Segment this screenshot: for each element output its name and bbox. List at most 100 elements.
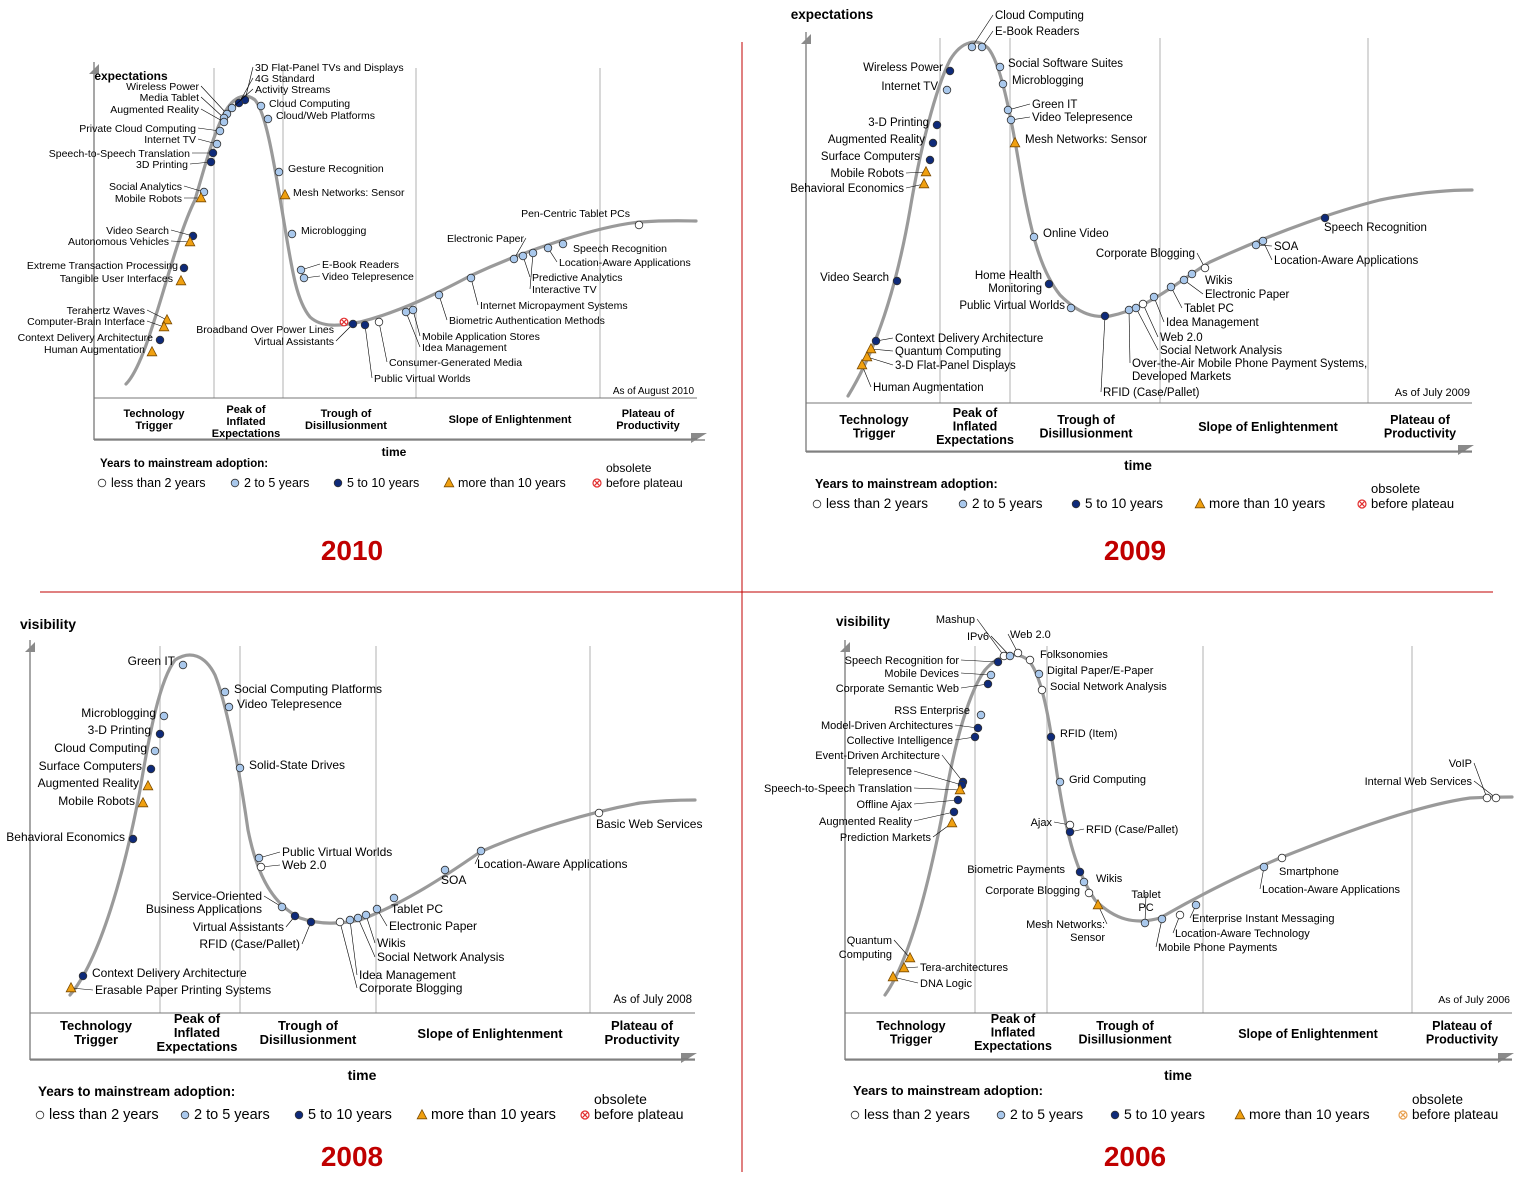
technology-item[interactable]: Mobile Application Stores: [408, 305, 540, 343]
technology-item[interactable]: SOA: [440, 865, 466, 887]
technology-item[interactable]: Internal Web Services: [1365, 776, 1501, 803]
technology-item[interactable]: Location-Aware Applications: [474, 846, 628, 871]
technology-item[interactable]: Gesture Recognition: [274, 163, 384, 177]
technology-item[interactable]: Speech Recognition: [558, 239, 667, 255]
technology-item[interactable]: Collective Intelligence: [847, 732, 980, 747]
technology-item[interactable]: Social Computing Platforms: [220, 682, 382, 697]
technology-item[interactable]: Online Video: [1029, 228, 1109, 242]
technology-item[interactable]: 3-D Flat-Panel Displays: [861, 350, 1016, 372]
technology-item[interactable]: Tangible User Interfaces: [60, 273, 187, 286]
technology-item[interactable]: Green IT: [1003, 99, 1077, 115]
technology-item[interactable]: Mobile Devices: [884, 668, 996, 680]
technology-item[interactable]: 3-D Printing: [88, 723, 165, 739]
technology-item[interactable]: Prediction Markets: [840, 816, 958, 844]
technology-item[interactable]: Corporate Blogging: [335, 917, 462, 995]
technology-item[interactable]: Tera-architectures: [898, 961, 1009, 974]
technology-item[interactable]: 3-D Printing: [868, 117, 942, 130]
technology-item[interactable]: Tablet PC: [1166, 282, 1234, 315]
technology-item[interactable]: Biometric Authentication Methods: [434, 290, 605, 327]
technology-item[interactable]: Private Cloud Computing: [79, 123, 225, 136]
technology-item[interactable]: E-Book Readers: [977, 26, 1080, 52]
technology-item[interactable]: Public Virtual Worlds: [959, 300, 1076, 313]
technology-item[interactable]: RSS Enterprise: [894, 705, 986, 720]
technology-item[interactable]: Broadband Over Power Lines: [196, 317, 349, 336]
technology-item[interactable]: Corporate Blogging: [1096, 248, 1210, 273]
technology-item[interactable]: Microblogging: [998, 75, 1084, 89]
technology-item[interactable]: Over-the-Air Mobile Phone Payment System…: [1124, 305, 1367, 370]
technology-item[interactable]: Video Search: [106, 225, 198, 241]
technology-item[interactable]: Basic Web Services: [594, 808, 702, 831]
technology-item[interactable]: Enterprise Instant Messaging: [1189, 900, 1334, 925]
technology-item[interactable]: Speech-to-Speech Translation: [49, 148, 218, 160]
technology-item[interactable]: Interactive TV: [528, 248, 597, 296]
technology-item[interactable]: RFID (Case/Pallet): [1065, 824, 1178, 837]
technology-item[interactable]: Surface Computers: [39, 759, 156, 774]
technology-item[interactable]: Digital Paper/E-Paper: [1034, 665, 1154, 679]
technology-item[interactable]: Mobile Phone Payments: [1155, 914, 1278, 954]
technology-item[interactable]: Wikis: [361, 910, 406, 950]
technology-item[interactable]: Context Delivery Architecture: [78, 966, 247, 981]
technology-item[interactable]: Augmented Reality: [819, 807, 959, 828]
technology-item[interactable]: Mesh Networks:: [1026, 898, 1108, 931]
technology-item[interactable]: Erasable Paper Printing Systems: [65, 981, 271, 997]
technology-item[interactable]: Location-Aware Applications: [543, 243, 691, 269]
technology-item[interactable]: Augmented Reality: [110, 104, 229, 127]
technology-item[interactable]: 3D Printing: [136, 157, 216, 171]
technology-item[interactable]: VoIP: [1449, 758, 1492, 803]
technology-item[interactable]: Offline Ajax: [857, 795, 963, 811]
technology-item[interactable]: Video Telepresence: [1006, 112, 1133, 125]
technology-item[interactable]: Biometric Payments: [967, 864, 1085, 877]
technology-item[interactable]: Terahertz Waves: [67, 305, 173, 325]
technology-item[interactable]: Cloud/Web Platforms: [263, 110, 375, 124]
technology-item[interactable]: E-Book Readers: [296, 259, 399, 275]
technology-item[interactable]: Video Telepresence: [299, 271, 414, 283]
technology-item[interactable]: Behavioral Economics: [6, 830, 138, 844]
technology-item[interactable]: Wikis: [1079, 873, 1123, 887]
technology-item[interactable]: Microblogging: [81, 706, 169, 721]
technology-item[interactable]: Service-Oriented: [172, 889, 287, 912]
technology-item[interactable]: Video Search: [820, 272, 902, 286]
technology-item[interactable]: Tablet PC: [389, 893, 443, 916]
technology-item[interactable]: Mobile Robots: [115, 191, 207, 205]
technology-item[interactable]: Quantum: [847, 935, 916, 963]
technology-item[interactable]: RFID (Case/Pallet): [1100, 311, 1200, 399]
technology-item[interactable]: Virtual Assistants: [254, 319, 358, 348]
technology-item[interactable]: Computer-Brain Interface: [27, 316, 170, 332]
technology-item[interactable]: Wireless Power: [863, 62, 955, 76]
technology-item[interactable]: Context Delivery Architecture: [18, 332, 165, 345]
technology-item[interactable]: Surface Computers: [821, 151, 935, 165]
technology-item[interactable]: Smartphone: [1277, 853, 1339, 878]
technology-item[interactable]: Location-Aware Applications: [1259, 862, 1400, 896]
technology-item[interactable]: Internet TV: [144, 134, 222, 149]
technology-item[interactable]: Augmented Reality: [828, 134, 938, 148]
technology-item[interactable]: Mesh Networks: Sensor: [279, 187, 405, 200]
technology-item[interactable]: 4G Standard: [234, 73, 315, 108]
technology-item[interactable]: Behavioral Economics: [790, 177, 930, 195]
technology-item[interactable]: Extreme Transaction Processing: [27, 260, 189, 273]
technology-item[interactable]: Ajax: [1031, 817, 1075, 830]
technology-item[interactable]: Social Network Analysis: [353, 913, 504, 964]
technology-item[interactable]: Wikis: [1187, 269, 1233, 287]
technology-item[interactable]: Human Augmentation: [44, 344, 158, 357]
technology-item[interactable]: Green IT: [128, 654, 188, 670]
technology-item[interactable]: Speech Recognition for: [845, 655, 1003, 667]
technology-item[interactable]: Web 2.0: [256, 858, 327, 872]
technology-item[interactable]: Predictive Analytics: [518, 251, 622, 284]
technology-item[interactable]: Location-Aware Technology: [1172, 910, 1310, 940]
technology-item[interactable]: Location-Aware Applications: [1258, 236, 1419, 267]
technology-item[interactable]: Mobile Robots: [830, 165, 932, 180]
technology-item[interactable]: Activity Streams: [227, 84, 330, 113]
technology-item[interactable]: Virtual Assistants: [193, 911, 300, 934]
technology-item[interactable]: Mesh Networks: Sensor: [1009, 134, 1147, 148]
technology-item[interactable]: Quantum Computing: [865, 342, 1001, 358]
technology-item[interactable]: Consumer-Generated Media: [374, 317, 522, 369]
technology-item[interactable]: Electronic Paper: [1179, 275, 1290, 301]
technology-item[interactable]: Web 2.0: [1138, 299, 1203, 344]
technology-item[interactable]: Model-Driven Architectures: [821, 720, 983, 733]
technology-item[interactable]: DNA Logic: [887, 970, 972, 990]
technology-item[interactable]: Social Software Suites: [995, 58, 1123, 72]
technology-item[interactable]: RFID (Item): [1046, 728, 1117, 742]
technology-item[interactable]: Social Network Analysis: [1037, 681, 1167, 695]
technology-item[interactable]: Cloud Computing: [256, 98, 350, 111]
technology-item[interactable]: SOA: [1251, 240, 1299, 253]
